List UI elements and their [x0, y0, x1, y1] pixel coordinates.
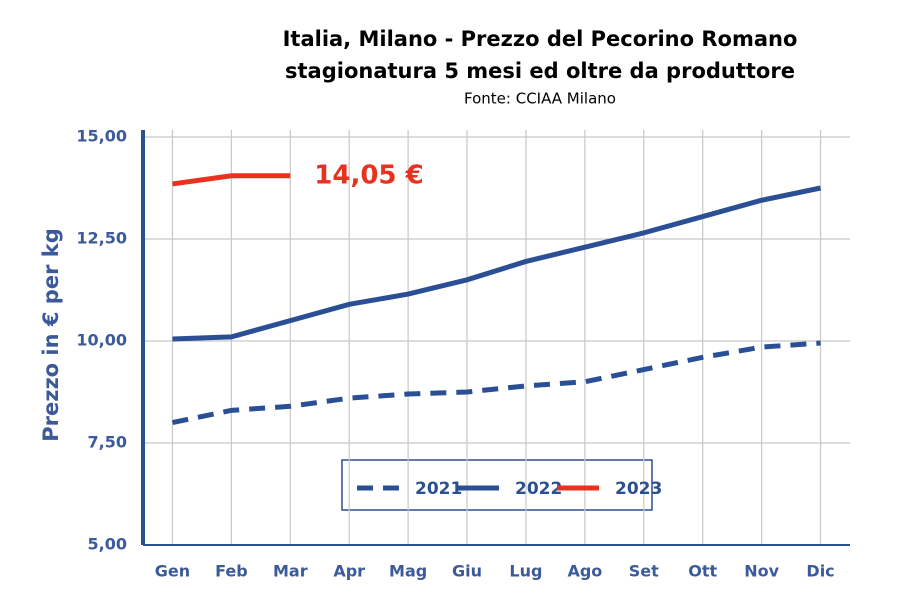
legend-label: 2021: [415, 479, 462, 499]
chart-subtitle: stagionatura 5 mesi ed oltre da produtto…: [285, 59, 795, 83]
x-tick-label: Dic: [806, 562, 834, 581]
x-tick-label: Nov: [744, 562, 779, 581]
chart-source: Fonte: CCIAA Milano: [464, 90, 616, 108]
x-tick-label: Mag: [389, 562, 427, 581]
y-tick-label: 15,00: [76, 127, 127, 146]
y-tick-label: 12,50: [76, 229, 127, 248]
line-series: [172, 185, 822, 342]
y-tick-label: 7,50: [88, 433, 127, 452]
legend-label: 2023: [615, 479, 662, 499]
y-axis-label: Prezzo in € per kg: [39, 228, 63, 442]
x-tick-label: Feb: [215, 562, 248, 581]
line-series: [172, 173, 291, 187]
x-tick-label: Gen: [155, 562, 190, 581]
line-series: [171, 340, 821, 426]
x-tick-label: Apr: [333, 562, 365, 581]
x-tick-label: Giu: [452, 562, 482, 581]
x-tick-label: Mar: [273, 562, 308, 581]
legend-box: [341, 459, 653, 511]
y-tick-label: 5,00: [88, 535, 127, 554]
x-tick-label: Ago: [567, 562, 602, 581]
x-tick-label: Ott: [688, 562, 717, 581]
y-tick-label: 10,00: [76, 331, 127, 350]
chart-title: Italia, Milano - Prezzo del Pecorino Rom…: [283, 27, 798, 51]
legend-label: 2022: [515, 479, 562, 499]
x-tick-label: Lug: [509, 562, 542, 581]
annotation: 14,05 €: [314, 160, 423, 190]
x-tick-label: Set: [629, 562, 659, 581]
